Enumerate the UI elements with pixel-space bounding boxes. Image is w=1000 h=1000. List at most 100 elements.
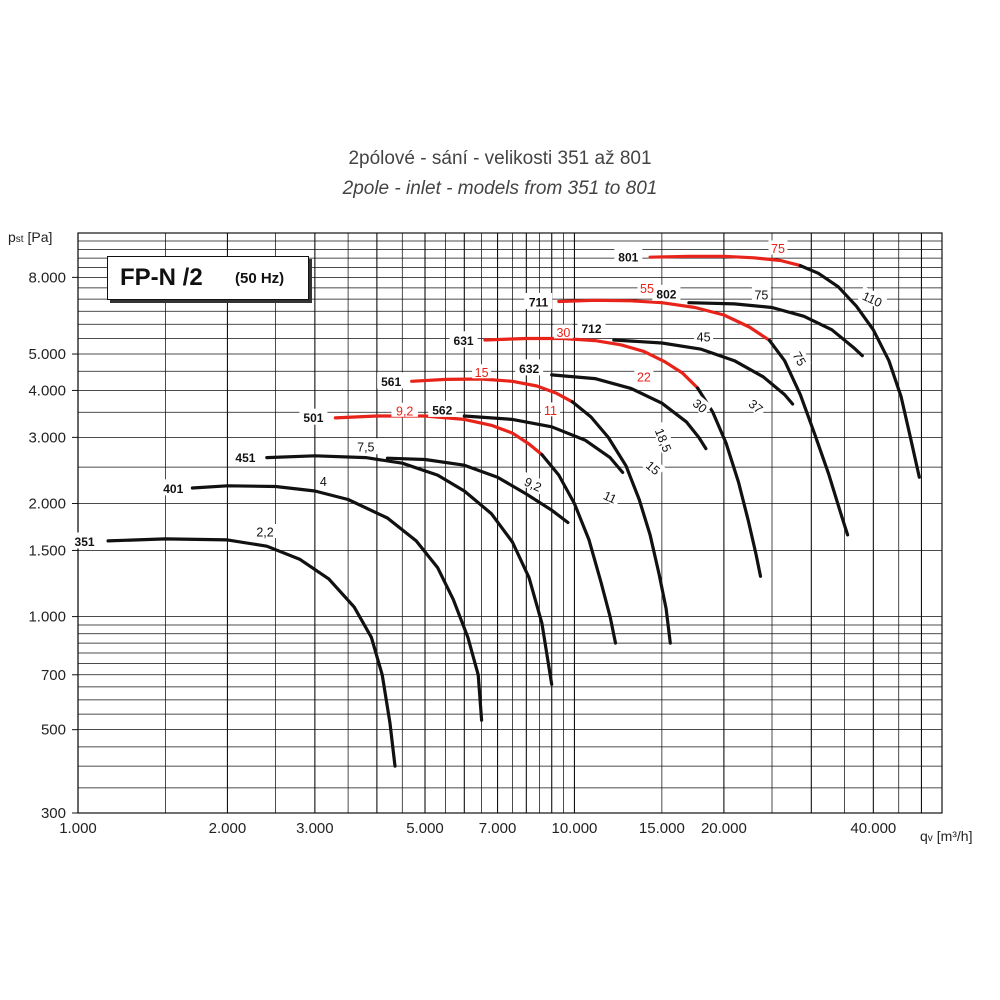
model-label-bg <box>524 292 553 309</box>
x-axis-unit: [m³/h] <box>936 828 973 844</box>
power-label-group: 22 <box>634 368 654 384</box>
curve-501-red <box>333 414 544 457</box>
model-label: 711 <box>529 295 549 309</box>
chart-grid <box>77 232 943 814</box>
model-label: 351 <box>75 535 95 549</box>
power-label-group: 75 <box>789 346 812 370</box>
curve-712-black <box>612 338 795 406</box>
power-label: 15 <box>475 366 489 380</box>
power-label-bg <box>317 473 330 488</box>
curve-632-black <box>550 373 708 451</box>
power-label-group: 45 <box>694 329 714 345</box>
model-label-bg <box>377 372 406 389</box>
y-tick-label: 300 <box>41 805 66 822</box>
model-label: 451 <box>235 451 255 465</box>
power-label: 7,5 <box>357 440 374 454</box>
curve-502-black <box>385 456 570 525</box>
model-label: 801 <box>618 251 638 265</box>
chart-axes: 8.000 5.000 4.000 3.000 2.000 1.500 1.000 700 50… <box>28 232 943 837</box>
power-label-bg <box>768 240 788 255</box>
power-label: 45 <box>697 331 711 345</box>
y-axis-symbol: p <box>8 229 16 245</box>
x-tick-label: 7.000 <box>479 820 517 837</box>
power-label-bg <box>472 364 492 379</box>
x-tick-label: 2.000 <box>209 820 247 837</box>
power-label-group: 9,2 <box>518 471 549 496</box>
power-label: 15 <box>643 458 663 478</box>
model-label-bg <box>428 400 457 417</box>
y-tick-label: 1.000 <box>28 609 66 626</box>
curve-631-red <box>483 336 700 390</box>
y-tick-label: 8.000 <box>28 269 66 286</box>
curve-801-red <box>648 254 802 268</box>
power-label-group: 11 <box>598 485 623 507</box>
y-tick-label: 2.000 <box>28 496 66 513</box>
power-label-bg <box>541 402 560 417</box>
x-tick-label: 15.000 <box>639 820 685 837</box>
power-label: 30 <box>556 326 570 340</box>
curve-631-black <box>696 386 763 578</box>
power-label: 2,2 <box>256 526 273 540</box>
power-label-bg <box>352 438 380 453</box>
model-label: 802 <box>656 287 676 301</box>
y-tick-label: 500 <box>41 722 66 739</box>
power-label: 4 <box>320 475 327 489</box>
x-tick-label: 40.000 <box>850 820 896 837</box>
y-tick-label: 5.000 <box>28 346 66 363</box>
curve-401-black <box>190 484 484 722</box>
power-label: 22 <box>637 370 651 384</box>
power-label: 75 <box>754 289 768 303</box>
power-label: 11 <box>544 404 557 418</box>
y-tick-label: 700 <box>41 667 66 684</box>
model-label-bg <box>614 248 643 265</box>
power-label-bg <box>641 455 666 479</box>
model-title: FP-N /2 <box>120 264 203 291</box>
model-label-bg <box>449 331 478 348</box>
power-label-bg <box>694 329 714 343</box>
curve-802-black <box>687 301 864 358</box>
power-label-group: 30 <box>553 324 573 340</box>
power-label-bg <box>637 280 657 295</box>
power-label-bg <box>751 287 771 302</box>
power-label: 11 <box>601 488 619 506</box>
curve-801-black <box>798 264 921 479</box>
power-label-group: 75 <box>768 240 788 256</box>
model-label-bg <box>652 284 681 301</box>
model-label-bg <box>515 359 544 376</box>
curve-451-black <box>265 454 554 686</box>
power-label-bg <box>598 485 623 507</box>
power-label-group: 11 <box>541 402 560 418</box>
y-tick-label: 1.500 <box>28 542 66 559</box>
power-label-bg <box>391 402 418 417</box>
model-title-box: FP-N /2 (50 Hz) <box>107 256 309 300</box>
plot-frame <box>77 232 943 814</box>
power-label: 9,2 <box>522 475 544 495</box>
power-label: 75 <box>790 349 809 368</box>
power-label-group: 75 <box>751 287 771 303</box>
power-label: 37 <box>746 397 766 417</box>
model-label: 631 <box>454 334 474 348</box>
x-tick-label: 5.000 <box>406 820 444 837</box>
x-tick-label: 1.000 <box>59 820 97 837</box>
curve-711-red <box>557 298 771 342</box>
power-label-bg <box>789 346 812 370</box>
model-label: 501 <box>303 411 323 425</box>
model-label: 712 <box>581 322 601 336</box>
model-label: 401 <box>163 482 183 496</box>
y-axis-subscript: st <box>15 234 24 245</box>
y-axis-label: pst [Pa] <box>8 229 52 245</box>
x-tick-label: 10.000 <box>552 820 598 837</box>
curve-562-black <box>462 414 625 474</box>
power-label: 9,2 <box>396 404 413 418</box>
power-label-group: 30 <box>688 393 713 417</box>
curve-561-red <box>410 377 574 404</box>
chart-subtitle: 2pole - inlet - models from 351 to 801 <box>342 178 658 199</box>
power-label-group: 110 <box>857 286 888 311</box>
chart-labels: 3514014515025015625616326317127118028012… <box>70 240 888 549</box>
power-label-bg <box>688 393 713 417</box>
model-label-bg <box>231 448 260 465</box>
power-label-bg <box>857 286 888 311</box>
model-label-bg <box>70 532 99 549</box>
curve-561-black <box>570 400 672 645</box>
